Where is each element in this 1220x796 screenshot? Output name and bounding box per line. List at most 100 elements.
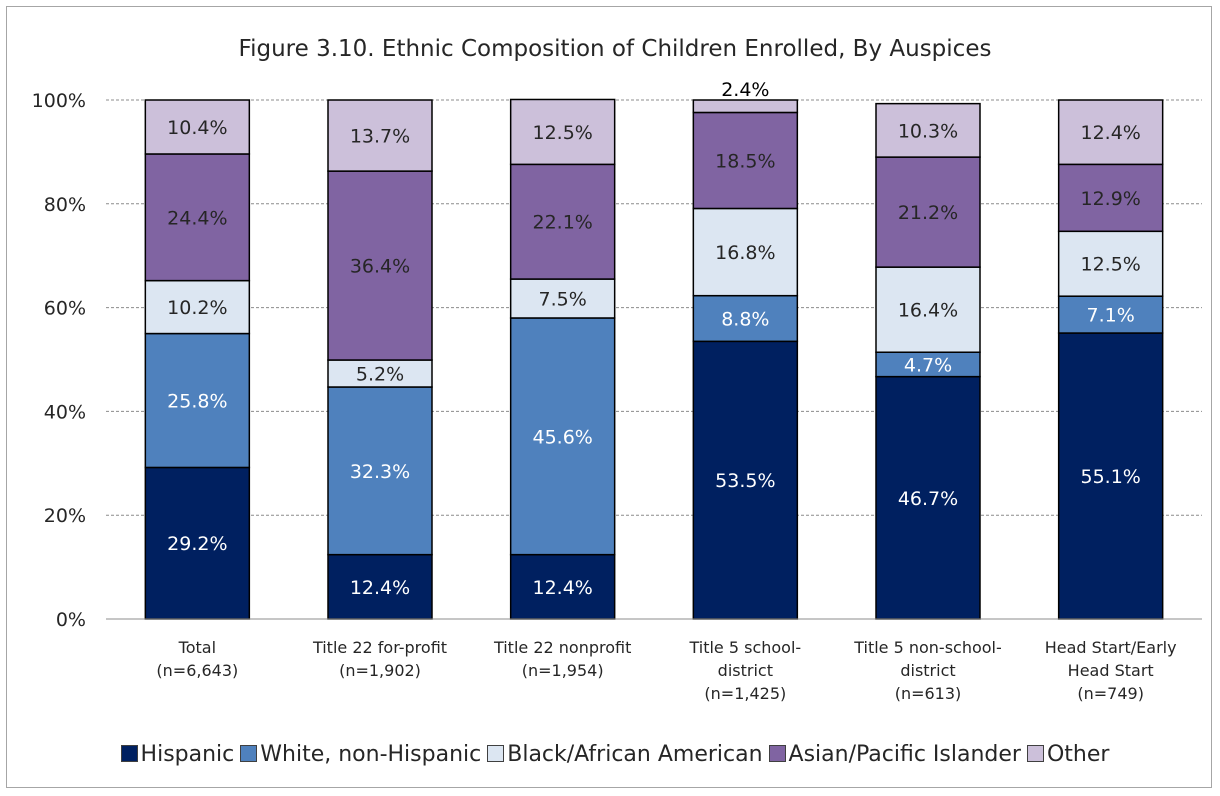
y-tick-label: 80% (44, 194, 86, 216)
x-category-line: district (900, 661, 955, 680)
legend-swatch (768, 745, 786, 762)
bar-segment (1057, 332, 1164, 620)
x-category-line: Title 22 for-profit (312, 638, 447, 657)
data-label: 5.2% (356, 364, 404, 386)
data-label: 13.7% (350, 126, 410, 148)
x-category-label: Title 5 school-district (n=1,425) (688, 638, 801, 703)
x-category-label: Title 22 nonprofit (n=1,954) (493, 638, 631, 680)
bar-segment (327, 99, 433, 172)
x-category-line: district (718, 661, 773, 680)
bar-segment (509, 278, 616, 319)
data-label: 12.5% (1080, 254, 1140, 276)
bar-segment (509, 98, 616, 166)
x-category-line: (n=613) (895, 684, 962, 703)
x-category-line: (n=6,643) (156, 661, 238, 680)
x-category-line: (n=1,902) (339, 661, 421, 680)
data-label: 18.5% (715, 150, 775, 172)
legend-label: Asian/Pacific Islander (788, 742, 1021, 767)
x-category-line: Title 5 school- (688, 638, 801, 657)
legend-swatch (487, 745, 505, 762)
x-category-line: Title 22 nonprofit (493, 638, 631, 657)
bar-segment (875, 351, 981, 378)
x-category-line: Head Start (1068, 661, 1154, 680)
data-label: 10.3% (898, 120, 958, 142)
y-tick-label: 40% (44, 401, 86, 423)
data-label: 21.2% (898, 202, 958, 224)
bar-segment (144, 153, 251, 282)
y-tick-label: 100% (32, 90, 86, 112)
y-tick-label: 0% (56, 609, 86, 631)
bar-segment (144, 466, 251, 620)
x-category-line: (n=1,954) (522, 661, 604, 680)
bar-segment (875, 266, 981, 353)
bar-segment (875, 156, 981, 268)
data-label: 29.2% (167, 533, 227, 555)
legend-item: Other (1026, 742, 1110, 767)
data-label: 10.4% (167, 117, 227, 139)
bar-segment (692, 340, 799, 620)
legend-item: Asian/Pacific Islander (768, 742, 1021, 767)
legend-item: White, non-Hispanic (240, 742, 481, 767)
data-label: 53.5% (715, 470, 775, 492)
legend-label: Other (1046, 742, 1110, 767)
x-category-line: Title 5 non-school- (853, 638, 1002, 657)
data-label: 12.5% (532, 122, 592, 144)
legend-swatch (240, 745, 258, 762)
bar-segment (509, 163, 616, 280)
bar-segment (692, 207, 799, 297)
x-category-label: Title 22 for-profit (n=1,902) (312, 638, 447, 680)
y-tick-label: 60% (44, 298, 86, 320)
x-category-line: (n=749) (1077, 684, 1144, 703)
data-label: 46.7% (898, 488, 958, 510)
data-label: 25.8% (167, 391, 227, 413)
x-category-line: Head Start/Early (1045, 638, 1177, 657)
data-label: 12.9% (1080, 188, 1140, 210)
legend-label: Black/African American (507, 742, 763, 767)
bar-segment (1057, 295, 1164, 334)
chart-legend: Hispanic White, non-Hispanic Black/African… (0, 742, 1220, 767)
bar-segment (509, 317, 616, 556)
bar-segment (875, 375, 981, 620)
x-category-label: Head Start/Early Head Start (n=749) (1045, 638, 1177, 703)
data-label: 45.6% (532, 426, 592, 448)
data-label: 24.4% (167, 207, 227, 229)
bar-segment (1057, 230, 1164, 297)
x-category-line: (n=1,425) (704, 684, 786, 703)
x-category-label: Title 5 non-school-district (n=613) (853, 638, 1002, 703)
data-label: 10.2% (167, 297, 227, 319)
data-label: 12.4% (532, 577, 592, 599)
bar-segment (692, 294, 799, 343)
data-label: 55.1% (1080, 466, 1140, 488)
legend-label: Hispanic (140, 742, 235, 767)
bar-segment (692, 99, 799, 114)
data-label: 12.4% (350, 577, 410, 599)
chart-title: Figure 3.10. Ethnic Composition of Child… (238, 36, 992, 62)
data-label: 7.5% (539, 289, 587, 311)
data-label: 16.4% (898, 300, 958, 322)
data-label: 16.8% (715, 242, 775, 264)
x-category-label: Total (n=6,643) (156, 638, 238, 680)
data-label: 8.8% (721, 308, 769, 330)
data-label: 22.1% (532, 212, 592, 234)
x-category-line: Total (178, 638, 216, 657)
data-label: 32.3% (350, 461, 410, 483)
bar-segment (327, 386, 433, 556)
bar-segment (509, 553, 616, 620)
data-label: 36.4% (350, 256, 410, 278)
legend-swatch (120, 745, 138, 762)
bar-segment (144, 99, 251, 155)
data-label: 7.1% (1087, 305, 1135, 327)
data-label: 4.7% (904, 354, 952, 376)
bar-segment (327, 170, 433, 361)
bar-segment (692, 111, 799, 210)
bar-segment (144, 279, 251, 335)
legend-swatch (1026, 745, 1044, 762)
legend-label: White, non-Hispanic (260, 742, 482, 767)
bar-segment (1057, 99, 1164, 166)
y-tick-label: 20% (44, 505, 86, 527)
data-label: 2.4% (721, 79, 769, 101)
data-label: 12.4% (1080, 122, 1140, 144)
legend-item: Black/African American (487, 742, 763, 767)
bar-segment (144, 332, 251, 469)
